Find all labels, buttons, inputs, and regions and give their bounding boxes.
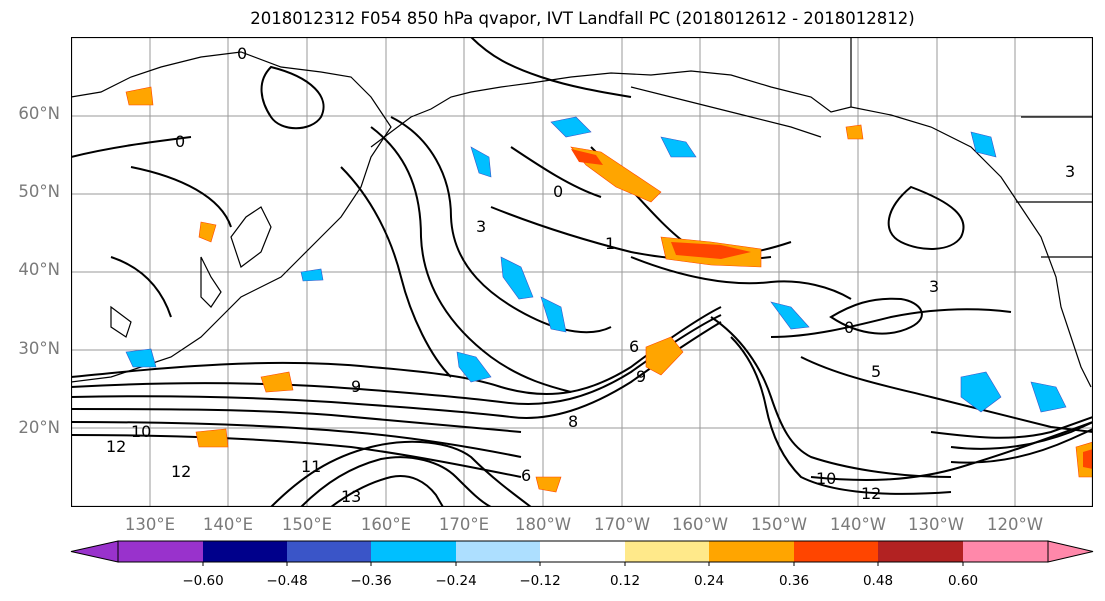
contour-label: 9 (636, 367, 646, 386)
colorbar-extend-high (1047, 540, 1094, 563)
latitude-label: 30°N (18, 339, 60, 358)
colorbar-segment (878, 541, 963, 562)
colorbar-segment (287, 541, 371, 562)
contour-label: 0 (237, 44, 247, 63)
contour-label: 1 (605, 234, 615, 253)
contour-label: 12 (861, 484, 881, 503)
contour-label: 12 (106, 437, 126, 456)
longitude-label: 150°W (750, 515, 808, 534)
longitude-label: 120°W (986, 515, 1044, 534)
contour-label: 12 (171, 462, 191, 481)
contour-label: 8 (568, 412, 578, 431)
contour-label-group: 0 0 0 0 1 3 3 3 6 9 10 12 12 11 13 8 5 6… (106, 44, 1075, 506)
colorbar-segment (963, 541, 1048, 562)
longitude-label: 170°W (593, 515, 651, 534)
longitude-label: 150°E (281, 515, 333, 534)
contour-label: 13 (341, 487, 361, 506)
colorbar-segments (70, 540, 1094, 563)
colorbar-extend-low (70, 540, 119, 563)
colorbar-tick-label: −0.48 (266, 573, 308, 589)
longitude-label: 140°W (829, 515, 887, 534)
latitude-label: 60°N (18, 104, 60, 123)
latitude-label: 20°N (18, 418, 60, 437)
map-title: 2018012312 F054 850 hPa qvapor, IVT Land… (250, 9, 915, 28)
colorbar-segment (203, 541, 287, 562)
colorbar-segment (371, 541, 456, 562)
longitude-label: 140°E (202, 515, 254, 534)
colorbar-tick-label: 0.60 (947, 573, 979, 589)
colorbar-tick-label: 0.24 (693, 573, 725, 589)
longitude-label: 130°E (124, 515, 176, 534)
colorbar-tick-label: 0.36 (778, 573, 810, 589)
negative-anomalies (125, 116, 1067, 413)
contour-label: 11 (301, 457, 321, 476)
longitude-label: 160°W (671, 515, 729, 534)
contour-label: 9 (351, 377, 361, 396)
latitude-label: 40°N (18, 260, 60, 279)
colorbar-segment (625, 541, 709, 562)
colorbar-tick-label: −0.24 (435, 573, 477, 589)
contour-label: 6 (629, 337, 639, 356)
longitude-label: 160°E (360, 515, 412, 534)
colorbar-outline (117, 540, 1049, 563)
contour-label: 10 (816, 469, 836, 488)
colorbar-tick-label: −0.12 (519, 573, 561, 589)
colorbar-segment (540, 541, 625, 562)
map-panel: 0 0 0 0 1 3 3 3 6 9 10 12 12 11 13 8 5 6… (71, 37, 1093, 507)
colorbar-tick-label: 0.48 (862, 573, 894, 589)
colorbar-tick-label: 0.12 (609, 573, 641, 589)
longitude-label: 180°W (514, 515, 572, 534)
colorbar-tick-label: −0.36 (350, 573, 392, 589)
colorbar-segment (118, 541, 203, 562)
latitude-label: 50°N (18, 182, 60, 201)
colorbar-tick-label: −0.60 (182, 573, 224, 589)
contour-label: 3 (1065, 162, 1075, 181)
contour-label: 0 (175, 132, 185, 151)
contour-label: 0 (844, 318, 854, 337)
longitude-label: 130°W (907, 515, 965, 534)
colorbar-segment (709, 541, 794, 562)
colorbar-segment (794, 541, 878, 562)
contour-label: 6 (521, 466, 531, 485)
contour-label: 10 (131, 422, 151, 441)
strong-positive-anomalies (571, 149, 1093, 469)
map-canvas: 0 0 0 0 1 3 3 3 6 9 10 12 12 11 13 8 5 6… (71, 37, 1093, 507)
coastlines (71, 37, 1093, 388)
contour-label: 0 (553, 182, 563, 201)
longitude-label: 170°E (438, 515, 490, 534)
contour-label: 3 (929, 277, 939, 296)
colorbar-segment (456, 541, 540, 562)
contour-label: 5 (871, 362, 881, 381)
map-frame (71, 37, 1093, 507)
contour-label: 3 (476, 217, 486, 236)
